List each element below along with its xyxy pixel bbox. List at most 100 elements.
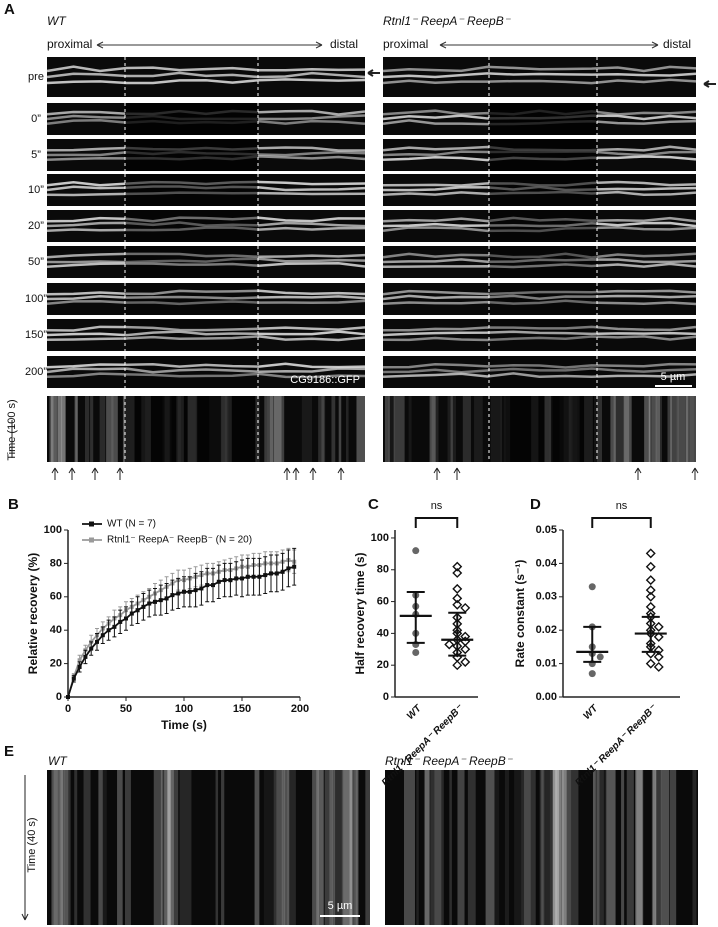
streak	[343, 770, 353, 925]
marker	[147, 601, 152, 606]
bleached-region	[489, 356, 597, 388]
data-point	[653, 631, 664, 642]
streak	[324, 770, 336, 925]
timepoint-label: pre	[28, 71, 44, 83]
streak	[393, 396, 405, 462]
bleached-region	[489, 319, 597, 351]
data-point	[452, 660, 463, 671]
streak	[316, 770, 319, 925]
fluorescence	[46, 216, 366, 223]
streak	[549, 770, 557, 925]
marker	[269, 571, 273, 576]
streak	[387, 396, 396, 462]
fluorescence	[382, 221, 697, 228]
marker	[83, 654, 88, 659]
arrow	[283, 467, 291, 480]
bleached-region	[125, 396, 258, 462]
streak	[276, 770, 286, 925]
x-tick-label: 100	[175, 703, 193, 715]
fluorescence	[382, 78, 697, 85]
y-tick-label: 20	[50, 658, 62, 670]
data-point	[452, 593, 463, 604]
marker	[274, 571, 279, 576]
streak	[424, 770, 430, 925]
streak	[341, 770, 353, 925]
streak	[552, 770, 560, 925]
marker	[95, 639, 99, 644]
data-point	[645, 575, 656, 586]
data-point	[460, 644, 471, 655]
streak	[334, 770, 344, 925]
streak	[331, 770, 342, 925]
streak	[562, 770, 572, 925]
y-axis-label: Rate constant (s⁻¹)	[513, 560, 527, 668]
arrow	[116, 467, 124, 480]
timepoint-label: 10”	[28, 184, 44, 196]
streak	[51, 770, 64, 925]
streak	[692, 770, 697, 925]
y-axis-label: Half recovery time (s)	[353, 552, 367, 674]
streak	[356, 396, 366, 462]
marker	[158, 598, 163, 603]
micrograph	[385, 770, 698, 925]
streak	[61, 396, 67, 462]
panel-label: B	[8, 496, 19, 513]
streak	[384, 396, 388, 462]
streak	[321, 396, 326, 462]
streak	[467, 770, 476, 925]
distal-label: distal	[330, 37, 358, 51]
y-tick-label: 0.03	[536, 591, 557, 603]
streak	[514, 770, 522, 925]
micrograph	[383, 319, 696, 351]
data-point	[588, 670, 596, 678]
timepoint-label: 150”	[25, 329, 47, 341]
marker	[228, 578, 233, 583]
panel-label: A	[4, 1, 15, 18]
fluorescence	[46, 335, 366, 342]
panel-label: D	[530, 496, 541, 513]
timepoint-label: 100”	[25, 293, 47, 305]
marker	[286, 566, 291, 571]
legend-label: Rtnl1⁻ ReepA⁻ ReepB⁻ (N = 20)	[107, 535, 252, 546]
y-tick-label: 100	[371, 532, 389, 544]
streak	[85, 396, 90, 462]
marker	[124, 616, 128, 621]
streak	[58, 770, 65, 925]
streak	[521, 770, 531, 925]
fluorescence	[46, 299, 366, 306]
x-tick-label: 0	[65, 703, 71, 715]
fluorescence	[382, 65, 697, 73]
y-tick-label: 0.05	[536, 524, 557, 536]
data-point	[645, 548, 656, 559]
data-point	[645, 658, 656, 669]
streak	[83, 770, 91, 925]
streak	[624, 396, 632, 462]
x-tick-label: WT	[581, 703, 600, 722]
fluorescence	[382, 72, 697, 79]
significance-bracket	[591, 517, 652, 528]
marker	[245, 574, 250, 579]
streak	[75, 396, 78, 462]
marker	[216, 579, 221, 584]
bleached-region	[125, 246, 258, 278]
panel-label: C	[368, 496, 379, 513]
marker	[240, 576, 244, 581]
streak	[660, 770, 670, 925]
arrow	[691, 467, 699, 480]
streak	[644, 396, 651, 462]
streak	[545, 770, 558, 925]
streak	[450, 396, 453, 462]
fluorescence	[46, 372, 366, 379]
streak	[447, 396, 456, 462]
streak	[365, 770, 374, 925]
data-point	[645, 601, 656, 612]
streak	[430, 770, 442, 925]
arrow	[51, 467, 59, 480]
marker	[129, 611, 134, 616]
streak	[648, 396, 652, 462]
direction-arrows	[96, 41, 659, 49]
marker	[205, 583, 210, 588]
x-tick-label: 150	[233, 703, 251, 715]
marker	[71, 676, 76, 681]
